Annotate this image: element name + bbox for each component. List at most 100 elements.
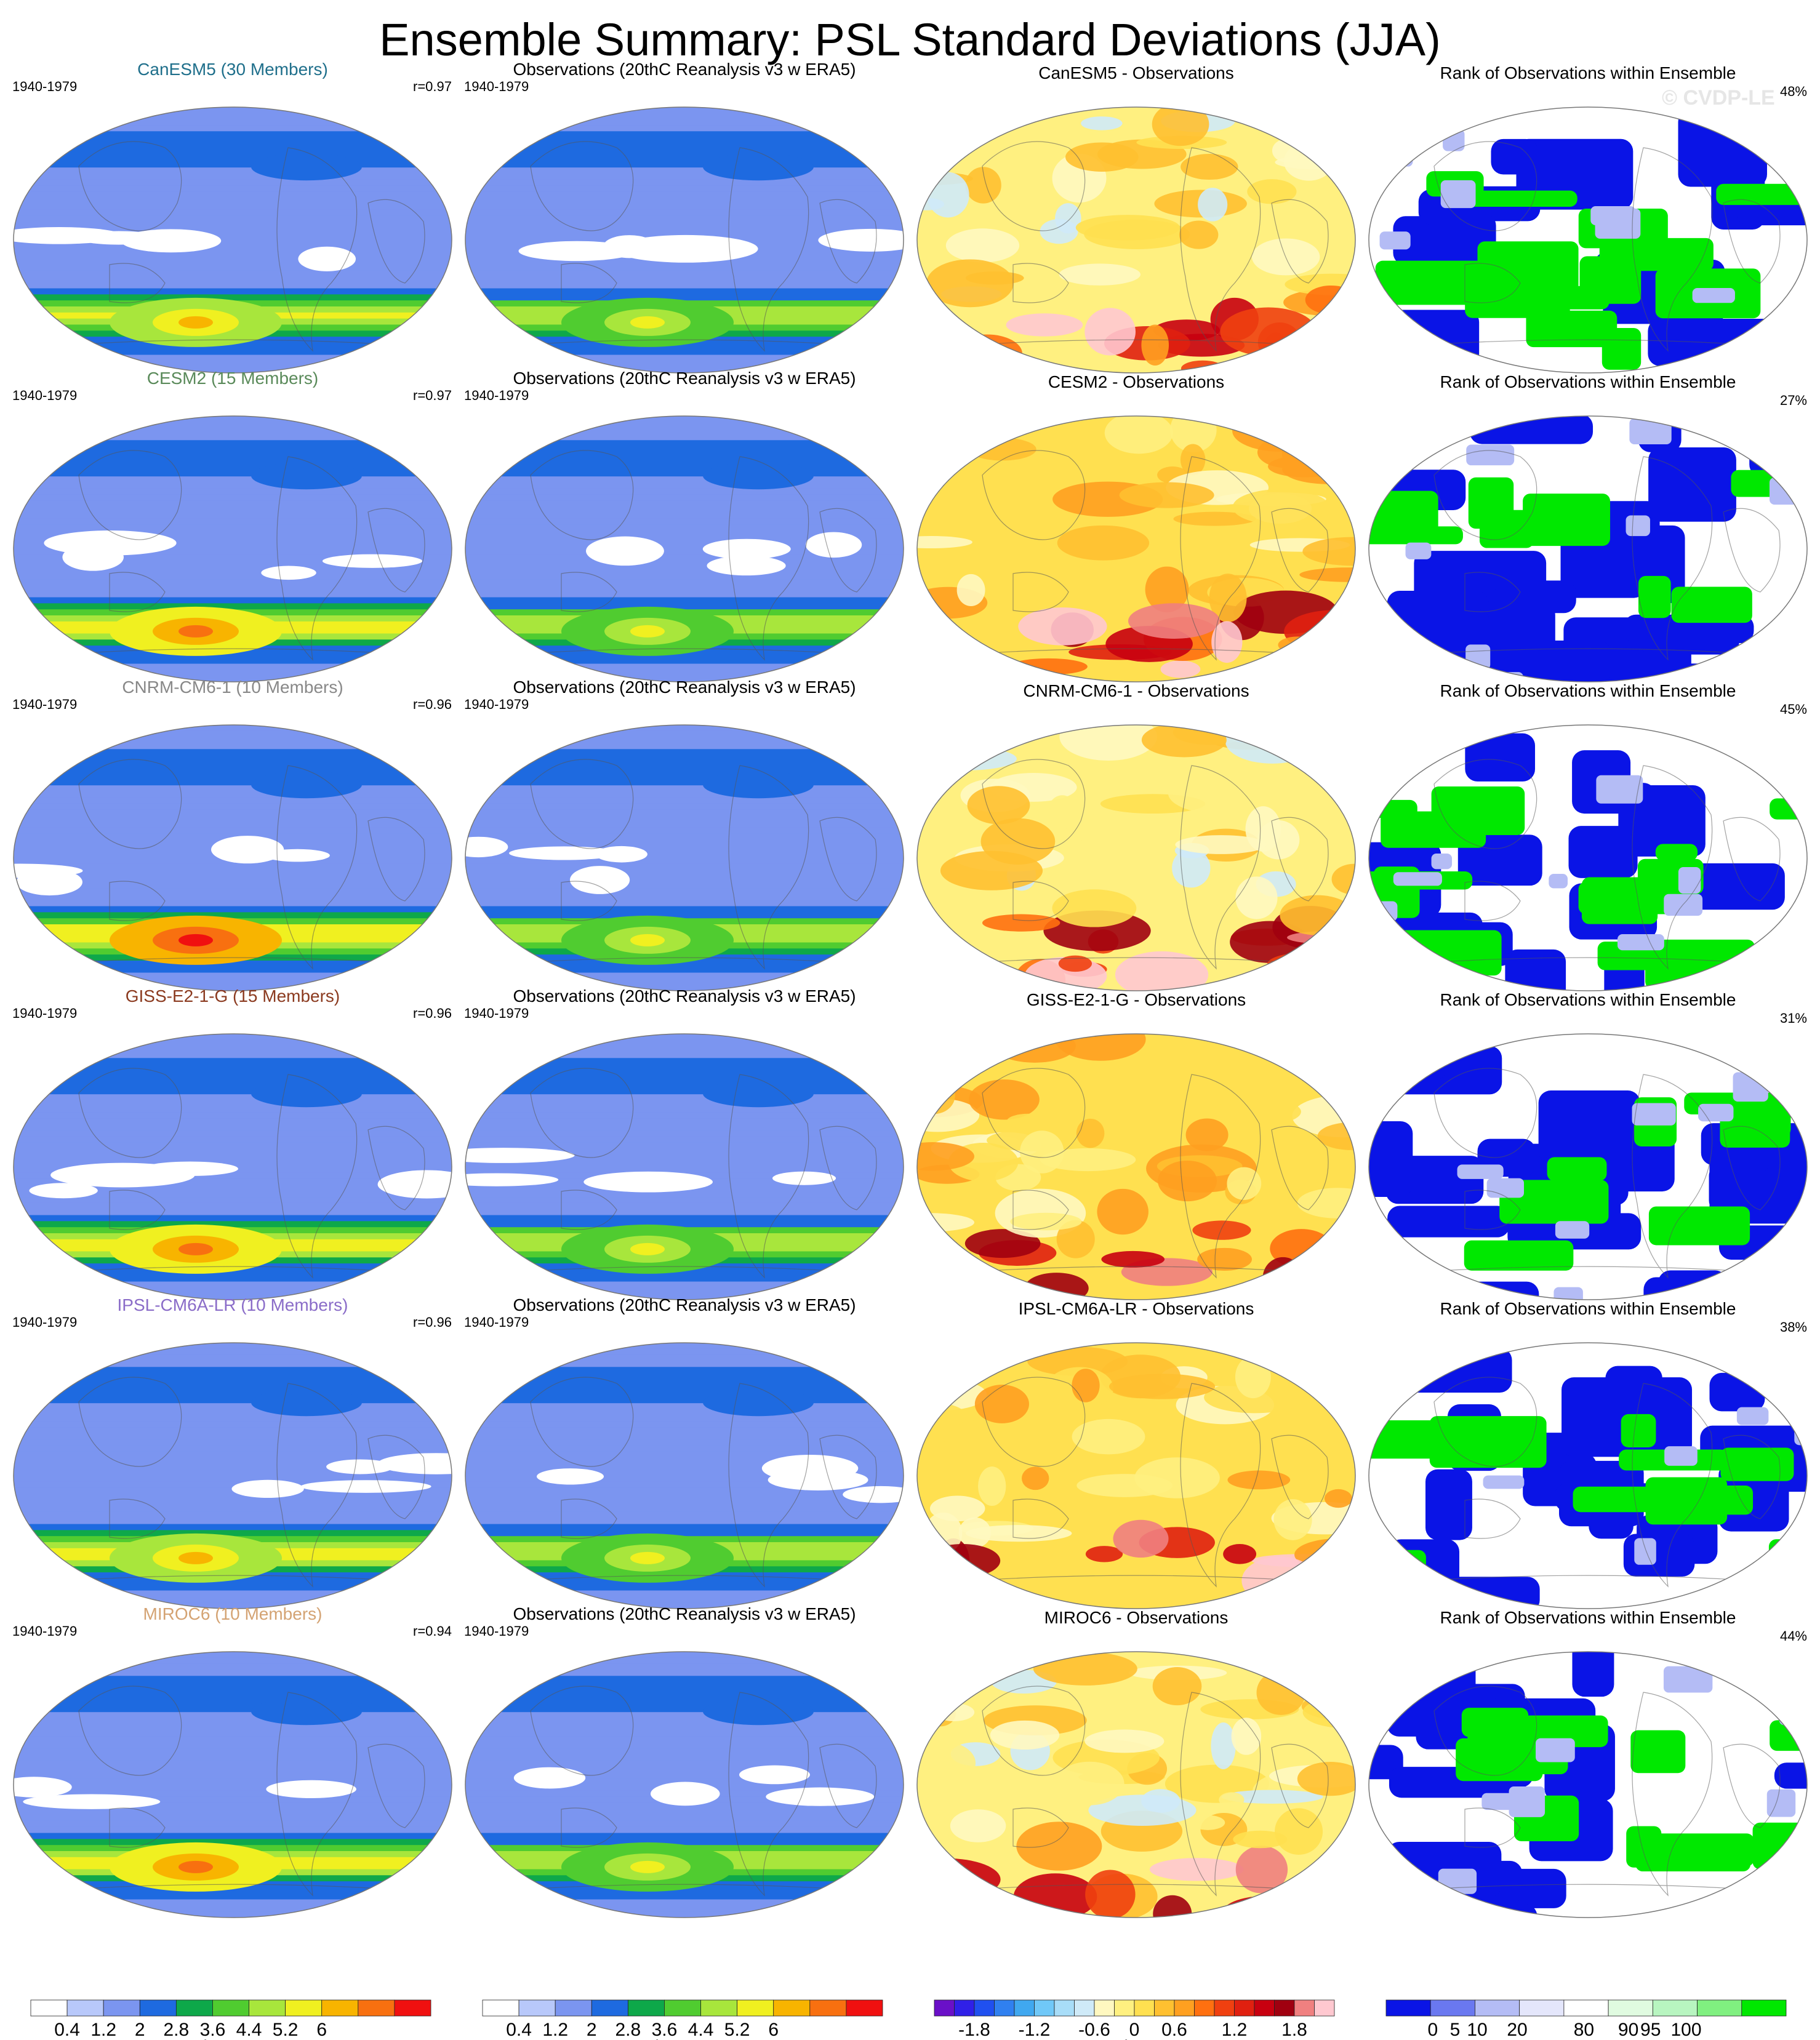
rank-percent: 27% <box>1780 393 1807 408</box>
colorbar-swatch <box>591 1999 628 2017</box>
map-border <box>465 1033 904 1300</box>
colorbar-swatch <box>285 1999 323 2017</box>
map-model-r4 <box>14 1034 452 1300</box>
map-border <box>1368 1651 1808 1918</box>
colorbar-swatch <box>1314 1999 1335 2017</box>
colorbar-swatch <box>482 1999 519 2017</box>
colorbar-swatch <box>846 1999 883 2017</box>
colorbar-tick-label: 0.4 <box>506 2020 532 2040</box>
model-title: CanESM5 (30 Members) <box>137 60 328 79</box>
map-border <box>1368 1342 1808 1609</box>
colorbar-tick-label: 0 <box>1427 2020 1438 2040</box>
colorbar-swatch <box>1385 1999 1431 2017</box>
map-border <box>465 415 904 682</box>
colorbar-swatch <box>1741 1999 1787 2017</box>
colorbar-tick-label: 10 <box>1467 2020 1487 2040</box>
colorbar-swatch <box>1134 1999 1155 2017</box>
map-rank-r6 <box>1369 1652 1807 1918</box>
map-border <box>1368 106 1808 374</box>
colorbar-swatch <box>737 1999 774 2017</box>
colorbar-swatch <box>1254 1999 1275 2017</box>
pattern-correlation: r=0.96 <box>413 697 452 712</box>
diff-title: GISS-E2-1-G - Observations <box>1027 990 1246 1009</box>
period-label: 1940-1979 <box>12 1623 77 1639</box>
colorbar-swatch <box>627 1999 665 2017</box>
map-border <box>916 724 1356 991</box>
obs-title: Observations (20thC Reanalysis v3 w ERA5… <box>513 1604 856 1623</box>
period-label: 1940-1979 <box>464 1314 529 1330</box>
colorbar-tick-label: 4.4 <box>236 2020 262 2040</box>
colorbar-swatch <box>954 1999 975 2017</box>
colorbar-tick-label: 2 <box>135 2020 145 2040</box>
rank-percent: 38% <box>1780 1319 1807 1335</box>
pattern-correlation: r=0.97 <box>413 79 452 94</box>
diff-title: MIROC6 - Observations <box>1044 1608 1229 1627</box>
colorbar-tick-label: 2.8 <box>164 2020 190 2040</box>
colorbar-tick-label: hPa <box>655 2037 688 2040</box>
pattern-correlation: r=0.94 <box>413 1623 452 1639</box>
model-title: CNRM-CM6-1 (10 Members) <box>122 678 343 697</box>
colorbar-swatch <box>555 1999 592 2017</box>
obs-title: Observations (20thC Reanalysis v3 w ERA5… <box>513 678 856 697</box>
map-model-r1 <box>14 107 452 373</box>
colorbar-swatch <box>1430 1999 1475 2017</box>
map-rank-r3 <box>1369 725 1807 991</box>
rank-title: Rank of Observations within Ensemble <box>1440 1608 1736 1627</box>
map-border <box>13 1033 452 1300</box>
colorbar-tick-label: 5.2 <box>724 2020 750 2040</box>
colorbar-swatch <box>994 1999 1015 2017</box>
watermark: © CVDP-LE <box>1662 86 1775 110</box>
psl-colorbar-2: 0.4 1.2 2 2.8 3.6 4.4 5.2 6 hPa <box>482 1999 883 2040</box>
diff-title: CESM2 - Observations <box>1048 372 1224 391</box>
colorbar-swatch <box>30 1999 68 2017</box>
colorbar-tick-label: 0.4 <box>54 2020 80 2040</box>
diff-title: IPSL-CM6A-LR - Observations <box>1019 1299 1254 1318</box>
model-title: CESM2 (15 Members) <box>147 369 319 388</box>
colorbar-tick-label: 100 <box>1670 2020 1701 2040</box>
colorbar-tick-label: 5 <box>1450 2020 1461 2040</box>
colorbar-swatch <box>1563 1999 1609 2017</box>
pattern-correlation: r=0.96 <box>413 1314 452 1330</box>
colorbar-swatch <box>66 1999 104 2017</box>
colorbar-tick-label: -0.6 <box>1078 2020 1110 2040</box>
rank-title: Rank of Observations within Ensemble <box>1440 990 1736 1009</box>
map-rank-r1 <box>1369 107 1807 373</box>
model-title: MIROC6 (10 Members) <box>143 1604 323 1623</box>
period-label: 1940-1979 <box>12 1006 77 1021</box>
colorbar-swatch <box>1014 1999 1035 2017</box>
map-border <box>13 1342 452 1609</box>
colorbar-swatch <box>700 1999 738 2017</box>
map-model-r6 <box>14 1652 452 1918</box>
map-diff-r3 <box>917 725 1355 991</box>
obs-title: Observations (20thC Reanalysis v3 w ERA5… <box>513 369 856 388</box>
map-diff-r2 <box>917 416 1355 682</box>
colorbar-swatch <box>1519 1999 1565 2017</box>
colorbar-swatch <box>1194 1999 1215 2017</box>
map-border <box>916 1651 1356 1918</box>
psl-colorbar-1: 0.4 1.2 2 2.8 3.6 4.4 5.2 6 hPa <box>30 1999 431 2040</box>
map-border <box>465 106 904 374</box>
map-obs-r1 <box>465 107 904 373</box>
colorbar-swatch <box>1074 1999 1095 2017</box>
colorbar-swatch <box>1274 1999 1295 2017</box>
colorbar-tick-label: -1.8 <box>958 2020 990 2040</box>
colorbar-swatch <box>1234 1999 1255 2017</box>
colorbar-swatch <box>139 1999 177 2017</box>
colorbar-swatch <box>175 1999 213 2017</box>
colorbar-swatch <box>212 1999 249 2017</box>
colorbar-swatch <box>773 1999 811 2017</box>
colorbar-tick-label: 5.2 <box>273 2020 299 2040</box>
rank-title: Rank of Observations within Ensemble <box>1440 372 1736 391</box>
colorbar-swatch <box>1475 1999 1520 2017</box>
period-label: 1940-1979 <box>464 1623 529 1639</box>
colorbar-swatch <box>1094 1999 1115 2017</box>
colorbar-tick-label: 2.8 <box>615 2020 641 2040</box>
colorbar-tick-label: 80 <box>1574 2020 1594 2040</box>
period-label: 1940-1979 <box>464 697 529 712</box>
diff-colorbar: -1.8 -1.2 -0.6 0 0.6 1.2 1.8 hPa <box>934 1999 1335 2040</box>
map-diff-r6 <box>917 1652 1355 1918</box>
colorbar-swatch <box>1652 1999 1698 2017</box>
map-border <box>465 1651 904 1918</box>
colorbar-tick-label: hPa <box>203 2037 236 2040</box>
